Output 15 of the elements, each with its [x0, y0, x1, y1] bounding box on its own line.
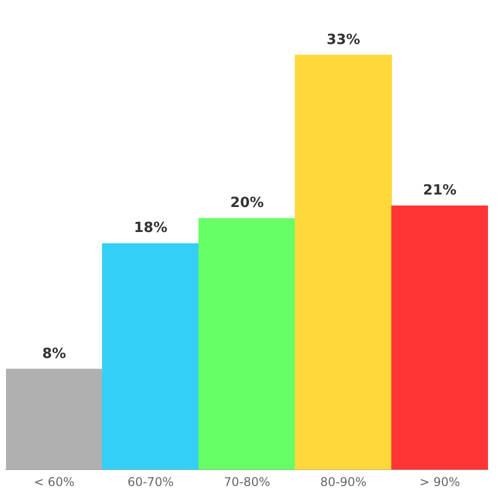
bar: [391, 206, 488, 470]
x-tick-label: 80-90%: [320, 474, 367, 489]
data-label: 20%: [230, 195, 264, 212]
data-label: 21%: [423, 182, 457, 198]
bar: [6, 368, 103, 470]
x-tick-label: 70-80%: [224, 474, 270, 489]
x-tick-label: > 90%: [420, 474, 460, 489]
x-tick-label: < 60%: [34, 474, 74, 489]
bar: [294, 54, 392, 470]
data-label: 33%: [326, 32, 360, 48]
bar: [198, 218, 296, 470]
data-label: 18%: [134, 220, 168, 236]
x-tick-label: 60-70%: [127, 474, 174, 489]
bar: [102, 243, 200, 470]
data-label: 8%: [42, 346, 66, 362]
